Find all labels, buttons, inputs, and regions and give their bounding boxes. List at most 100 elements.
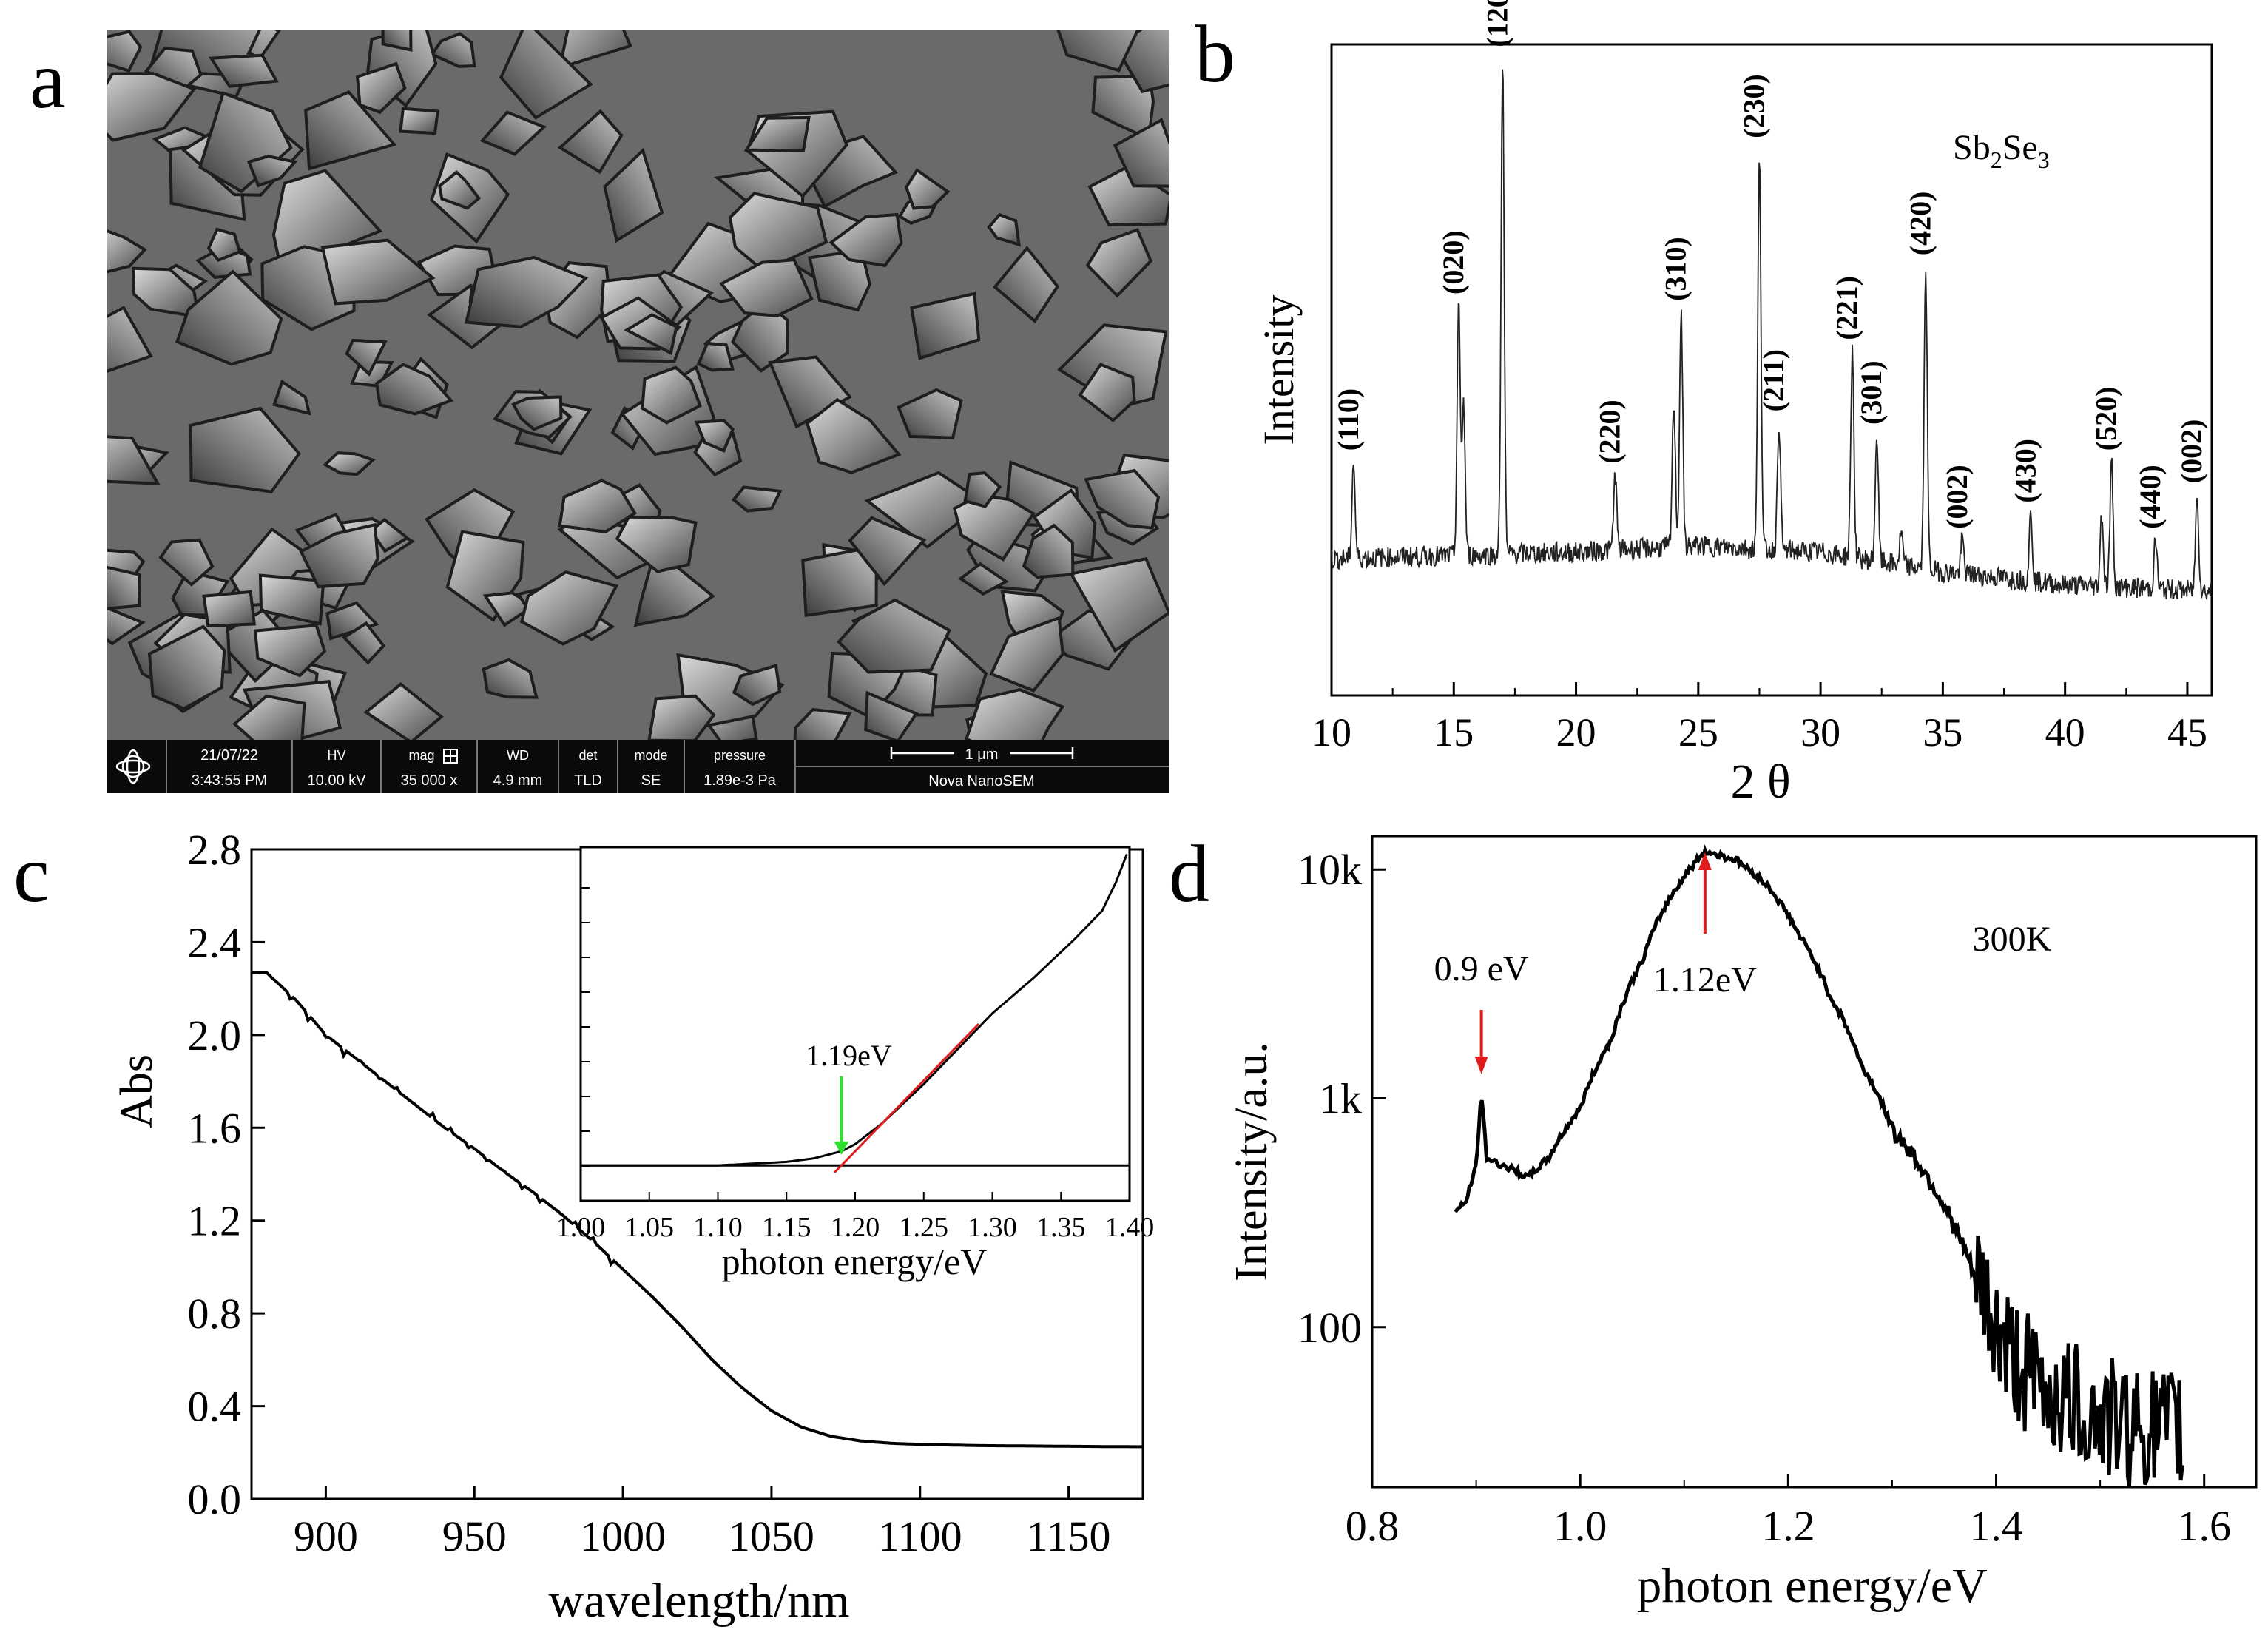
sem-grain (355, 61, 407, 115)
pl-xtick-label: 1.0 (1553, 1502, 1607, 1550)
sem-mag-label: mag (408, 748, 434, 763)
sem-grain (246, 155, 298, 188)
abs-ytick-label: 0.0 (188, 1475, 242, 1523)
xrd-peak-label: (420) (1903, 192, 1937, 256)
sem-date: 21/07/22 (200, 747, 258, 764)
panel-label-b: b (1195, 9, 1235, 99)
xrd-xtick-label: 40 (2045, 710, 2085, 755)
sem-grain (499, 30, 593, 120)
sem-grain (208, 53, 279, 88)
sem-grain (897, 388, 963, 439)
xrd-peak-label: (301) (1854, 360, 1888, 425)
xrd-pattern-line (1331, 69, 2212, 600)
xrd-xtick-label: 35 (1923, 710, 1962, 755)
sem-info-bar: 21/07/22 3:43:55 PM HV 10.00 kV mag 35 0… (107, 740, 1169, 793)
sem-grain (107, 229, 147, 274)
abs-xtick-label: 1050 (729, 1512, 814, 1560)
abs-xtick-label: 1000 (580, 1512, 666, 1560)
xrd-xtick-label: 25 (1678, 710, 1718, 755)
xrd-xtick-label: 15 (1434, 710, 1474, 755)
inset-xtick-label: 1.35 (1036, 1212, 1086, 1243)
sem-pressure-label: pressure (714, 748, 766, 763)
sem-grain (381, 30, 413, 52)
pl-annotation-0.9ev: 0.9 eV (1434, 949, 1529, 988)
xrd-xtick-label: 10 (1312, 710, 1351, 755)
sem-grain (910, 292, 981, 360)
panel-label-d: d (1169, 829, 1209, 919)
sem-grain (993, 246, 1060, 323)
xrd-peak-label: (520) (2089, 387, 2122, 451)
sem-grain (731, 300, 789, 373)
sem-pressure: 1.89e-3 Pa (703, 772, 777, 789)
pl-spectrum-line (1454, 844, 2184, 1486)
sem-grain (107, 435, 161, 485)
sem-image (107, 30, 1169, 740)
sem-time: 3:43:55 PM (192, 772, 267, 789)
sem-det-label: det (578, 748, 597, 763)
abs-xtick-label: 1100 (878, 1512, 962, 1560)
sem-grain (1068, 556, 1169, 653)
sem-grain (429, 32, 476, 68)
pl-ytick-label: 1k (1319, 1075, 1362, 1123)
sem-grain (641, 365, 702, 425)
grid-icon (443, 749, 458, 764)
pl-ytick-label: 100 (1297, 1304, 1362, 1352)
sem-grain (624, 313, 678, 356)
sem-grain (964, 688, 1065, 740)
sem-grain (805, 397, 902, 474)
sem-grain (837, 598, 951, 674)
xrd-peak-label: (211) (1757, 349, 1790, 411)
sem-grain (1078, 363, 1136, 422)
abs-ytick-label: 1.6 (188, 1104, 242, 1152)
sem-grain (1113, 118, 1169, 188)
sem-hv: 10.00 kV (308, 772, 367, 789)
xrd-chart: Intensity 2 θ Sb2Se3 10 15 20 25 30 35 40 45 (1… (1255, 0, 2213, 809)
sem-grain (479, 110, 547, 156)
sem-grain (107, 306, 153, 373)
abs-ytick-label: 1.2 (188, 1197, 242, 1245)
sem-grain (272, 379, 311, 416)
xrd-peak-label: (020) (1437, 230, 1470, 294)
sem-grain (963, 471, 1002, 508)
inset-xtick-label: 1.05 (625, 1212, 675, 1243)
sem-grain (768, 355, 853, 429)
sem-grain (107, 565, 141, 610)
sem-grain (107, 30, 143, 73)
sem-grain (323, 451, 376, 476)
xrd-xtick-label: 45 (2167, 710, 2207, 755)
inset-frame (579, 846, 1131, 1202)
abs-spectrum-line (251, 971, 1143, 1449)
abs-ytick-label: 2.8 (188, 826, 242, 874)
pl-plot-frame (1371, 835, 2258, 1489)
sem-grain (719, 257, 814, 317)
abs-xlabel: wavelength/nm (549, 1574, 850, 1628)
sem-grain (1084, 468, 1161, 530)
inset-bandgap-arrow (834, 1076, 849, 1155)
xrd-peak-label: (002) (1940, 465, 1974, 529)
sem-wd-label: WD (507, 748, 529, 763)
pl-temperature-label: 300K (1973, 920, 2052, 959)
pl-annotation-1.12ev: 1.12eV (1653, 960, 1757, 1000)
sem-grain (807, 248, 871, 312)
sem-grain (258, 573, 325, 626)
pl-xtick-label: 1.2 (1761, 1502, 1815, 1550)
inset-xtick-label: 1.15 (762, 1212, 811, 1243)
sem-instrument: Nova NanoSEM (928, 773, 1034, 789)
sem-grain (958, 562, 1009, 596)
sem-hv-label: HV (327, 748, 345, 763)
inset-xlabel: photon energy/eV (722, 1241, 988, 1282)
sem-grain (1085, 228, 1153, 298)
abs-xtick-label: 950 (442, 1512, 507, 1560)
inset-xtick-label: 1.30 (968, 1212, 1017, 1243)
sem-grain (989, 616, 1064, 693)
pl-arrow-head (1698, 852, 1712, 870)
sem-mag: 35 000 x (401, 772, 458, 789)
inset-xtick-label: 1.10 (693, 1212, 743, 1243)
scale-bar (890, 747, 1074, 759)
xrd-ylabel: Intensity (1255, 295, 1303, 445)
absorbance-chart: Abs wavelength/nm 900 950 1000 1050 1100 1150… (112, 826, 1154, 1628)
xrd-peak-label: (430) (2008, 439, 2042, 503)
xrd-peak-label: (002) (2175, 419, 2208, 484)
sem-grain (694, 419, 735, 453)
sem-grain (557, 109, 624, 175)
